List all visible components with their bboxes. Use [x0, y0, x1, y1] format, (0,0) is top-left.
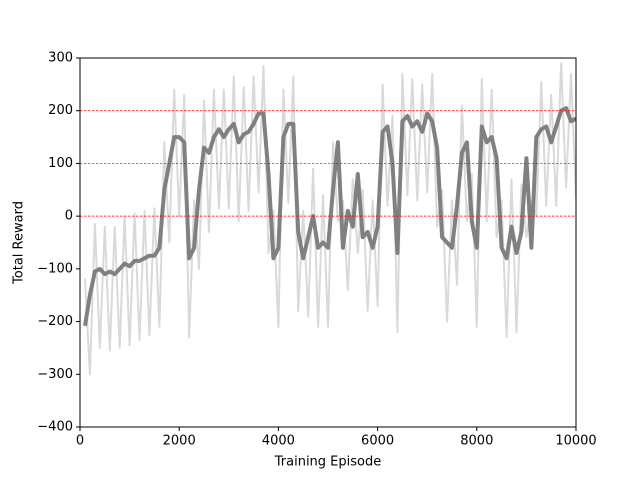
x-tick-label: 10000: [555, 434, 596, 449]
axes-frame: [79, 57, 577, 428]
y-tick-label: −400: [37, 420, 73, 435]
x-tick-label: 8000: [460, 434, 493, 449]
x-axis-label: Training Episode: [274, 455, 381, 470]
y-tick-label: −100: [37, 261, 73, 276]
y-axis-label: Total Reward: [12, 201, 27, 285]
y-tick-label: 0: [65, 209, 73, 224]
y-tick-label: −200: [37, 314, 73, 329]
series-line: [83, 106, 576, 327]
plot-area: [80, 62, 576, 376]
y-tick-label: −300: [37, 367, 73, 382]
x-tick-label: 4000: [262, 434, 295, 449]
x-tick-label: 6000: [361, 434, 394, 449]
x-tick-label: 2000: [163, 434, 196, 449]
y-tick-label: 200: [48, 103, 73, 118]
x-tick-label: 0: [76, 434, 84, 449]
y-tick-label: 300: [48, 51, 73, 66]
y-tick-label: 100: [48, 156, 73, 171]
